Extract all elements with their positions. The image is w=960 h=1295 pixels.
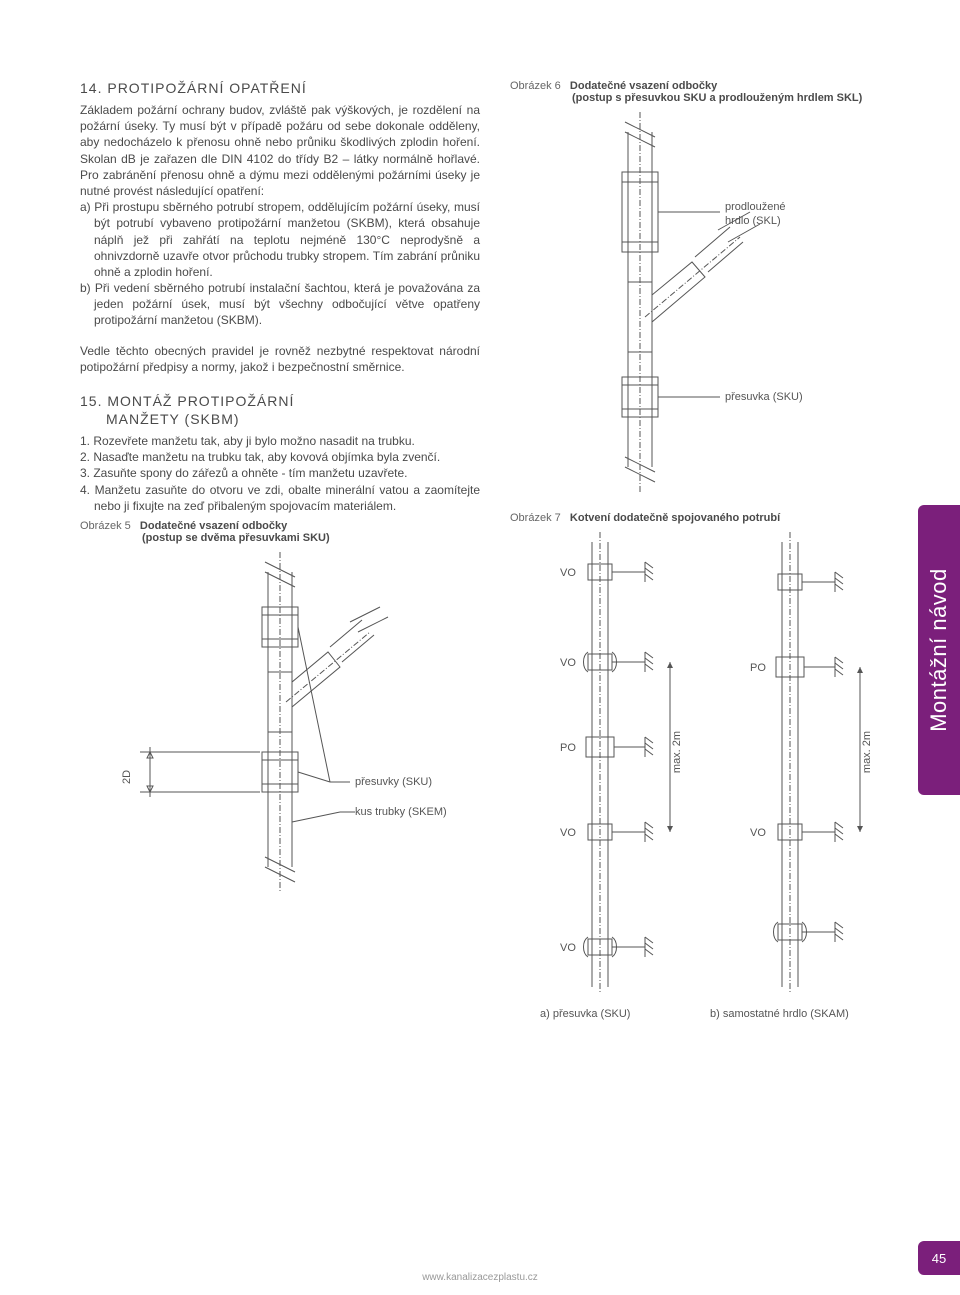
page-number-box: 45 [918,1241,960,1275]
fig5-skem-label: kus trubky (SKEM) [355,806,447,818]
svg-text:a) přesuvka (SKU): a) přesuvka (SKU) [540,1008,630,1020]
section-15-title-a: MONTÁŽ PROTIPOŽÁRNÍ [107,393,294,409]
figure-5-prefix: Obrázek 5 [80,520,131,532]
section-15-step-1: 1. Rozevřete manžetu tak, aby ji bylo mo… [80,433,480,449]
section-15-step-3: 3. Zasuňte spony do zářezů a ohněte - tí… [80,465,480,481]
svg-text:max. 2m: max. 2m [671,731,683,773]
svg-text:PO: PO [750,662,766,674]
svg-text:b) samostatné hrdlo (SKAM): b) samostatné hrdlo (SKAM) [710,1008,849,1020]
svg-text:VO: VO [560,657,576,669]
section-15-heading-line2: MANŽETY (SKBM) [106,411,480,427]
svg-text:PO: PO [560,742,576,754]
section-15-num: 15. [80,393,102,409]
svg-text:VO: VO [560,827,576,839]
figure-7-title: Kotvení dodatečně spojovaného potrubí [570,512,780,524]
figure-5-label: Obrázek 5 Dodatečné vsazení odbočky [80,520,480,532]
footer-url: www.kanalizacezplastu.cz [0,1272,960,1283]
figure-6-diagram: prodloužené hrdlo (SKL) přesuvka (SKU) [510,112,880,492]
svg-text:VO: VO [750,827,766,839]
fig6-skl-label-1: prodloužené [725,201,786,213]
section-15-step-4: 4. Manžetu zasuňte do otvoru ve zdi, oba… [80,482,480,514]
figure-5-subtitle: (postup se dvěma přesuvkami SKU) [142,532,480,544]
section-14-item-a: a) Při prostupu sběrného potrubí stropem… [80,199,480,280]
figure-6-label: Obrázek 6 Dodatečné vsazení odbočky [510,80,880,92]
fig5-2d-label: 2D [121,770,133,784]
figure-7-diagram: VO VO [510,532,880,1032]
section-15-heading-line1: 15. MONTÁŽ PROTIPOŽÁRNÍ [80,393,480,409]
figure-7-prefix: Obrázek 7 [510,512,561,524]
right-column: Obrázek 6 Dodatečné vsazení odbočky (pos… [510,80,880,1032]
fig5-sku-label: přesuvky (SKU) [355,776,432,788]
figure-6-subtitle: (postup s přesuvkou SKU a prodlouženým h… [572,92,880,104]
section-14-para-1: Základem požární ochrany budov, zvláště … [80,102,480,199]
section-15-step-2: 2. Nasaďte manžetu na trubku tak, aby ko… [80,449,480,465]
figure-5-title: Dodatečné vsazení odbočky [140,520,287,532]
section-14-item-b: b) Při vedení sběrného potrubí instalačn… [80,280,480,329]
figure-6-prefix: Obrázek 6 [510,80,561,92]
fig6-skl-label-2: hrdlo (SKL) [725,215,781,227]
svg-text:VO: VO [560,567,576,579]
svg-text:max. 2m: max. 2m [861,731,873,773]
sidebar-tab-label: Montážní návod [926,568,952,732]
left-column: 14. PROTIPOŽÁRNÍ OPATŘENÍ Základem požár… [80,80,480,1032]
section-14-title: PROTIPOŽÁRNÍ OPATŘENÍ [107,80,306,96]
figure-5-diagram: 2D přesuvky (SKU) kus trubky (SKEM) [80,552,480,892]
figure-6-title: Dodatečné vsazení odbočky [570,80,717,92]
section-14-para-2: Vedle těchto obecných pravidel je rovněž… [80,343,480,375]
section-14-heading: 14. PROTIPOŽÁRNÍ OPATŘENÍ [80,80,480,96]
page-content: 14. PROTIPOŽÁRNÍ OPATŘENÍ Základem požár… [0,0,960,1042]
page-number: 45 [932,1251,946,1266]
fig6-sku-label: přesuvka (SKU) [725,391,803,403]
figure-7-label: Obrázek 7 Kotvení dodatečně spojovaného … [510,512,880,524]
sidebar-tab: Montážní návod [918,505,960,795]
svg-text:VO: VO [560,942,576,954]
section-14-num: 14. [80,80,102,96]
